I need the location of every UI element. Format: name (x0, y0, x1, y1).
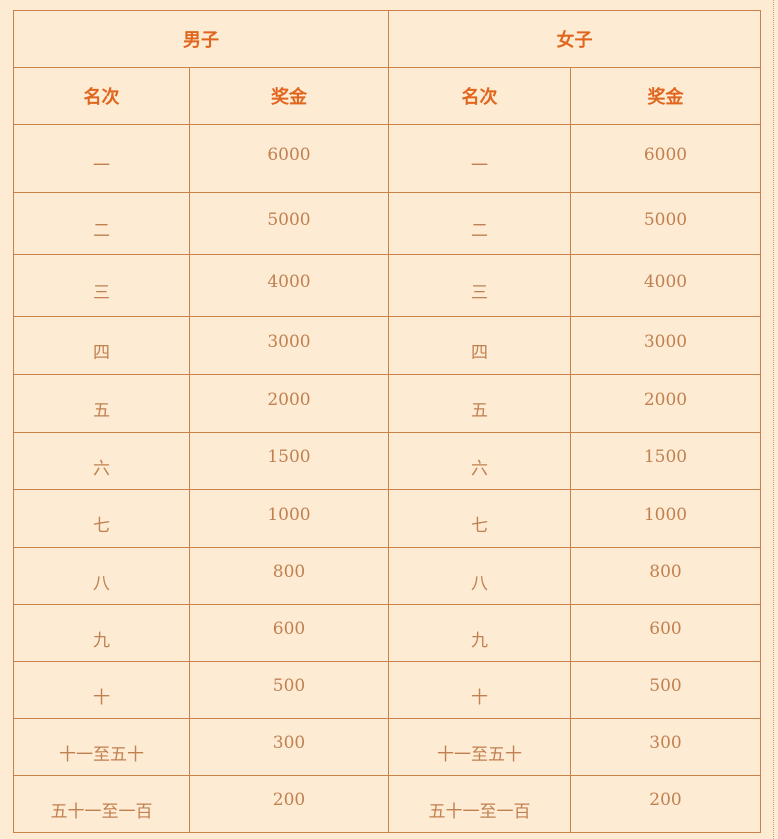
men-rank-cell: 五十一至一百 (13, 775, 190, 833)
men-rank-cell: 三 (13, 254, 190, 317)
men-prize-cell: 3000 (189, 316, 389, 375)
men-rank-cell: 四 (13, 316, 190, 375)
table-row: 五 2000 五 2000 (13, 374, 761, 433)
table-row: 五十一至一百 200 五十一至一百 200 (13, 775, 761, 833)
men-rank-cell: 十一至五十 (13, 718, 190, 776)
table-row: 一 6000 一 6000 (13, 124, 761, 193)
men-rank-cell: 五 (13, 374, 190, 433)
women-prize-cell: 1000 (570, 489, 761, 548)
men-rank-cell: 七 (13, 489, 190, 548)
women-prize-cell: 5000 (570, 192, 761, 255)
women-rank-cell: 十 (388, 661, 571, 719)
men-rank-cell: 一 (13, 124, 190, 193)
women-prize-cell: 600 (570, 604, 761, 662)
men-prize-cell: 5000 (189, 192, 389, 255)
prize-table: 男子 女子 名次 奖金 名次 奖金 一 6000 一 6000 二 5000 二 5000 三 4… (13, 10, 761, 833)
men-rank-cell: 六 (13, 432, 190, 490)
group-header-row: 男子 女子 (13, 10, 761, 68)
men-rank-cell: 十 (13, 661, 190, 719)
women-prize-cell: 6000 (570, 124, 761, 193)
men-rank-cell: 九 (13, 604, 190, 662)
women-prize-cell: 2000 (570, 374, 761, 433)
table-row: 九 600 九 600 (13, 604, 761, 662)
table-row: 二 5000 二 5000 (13, 192, 761, 255)
women-prize-cell: 200 (570, 775, 761, 833)
women-rank-cell: 七 (388, 489, 571, 548)
men-prize-cell: 1000 (189, 489, 389, 548)
women-rank-cell: 十一至五十 (388, 718, 571, 776)
men-prize-cell: 1500 (189, 432, 389, 490)
women-rank-cell: 六 (388, 432, 571, 490)
table-row: 四 3000 四 3000 (13, 316, 761, 375)
men-prize-cell: 200 (189, 775, 389, 833)
table-row: 十 500 十 500 (13, 661, 761, 719)
table-row: 十一至五十 300 十一至五十 300 (13, 718, 761, 776)
table-row: 三 4000 三 4000 (13, 254, 761, 317)
women-rank-cell: 九 (388, 604, 571, 662)
table-row: 七 1000 七 1000 (13, 489, 761, 548)
men-prize-cell: 4000 (189, 254, 389, 317)
women-rank-cell: 三 (388, 254, 571, 317)
men-prize-cell: 2000 (189, 374, 389, 433)
table-row: 八 800 八 800 (13, 547, 761, 605)
men-rank-cell: 二 (13, 192, 190, 255)
women-rank-cell: 二 (388, 192, 571, 255)
women-rank-cell: 八 (388, 547, 571, 605)
men-header: 男子 (13, 10, 389, 68)
men-prize-cell: 600 (189, 604, 389, 662)
women-prize-cell: 4000 (570, 254, 761, 317)
women-prize-header: 奖金 (570, 67, 761, 125)
men-prize-cell: 6000 (189, 124, 389, 193)
table-row: 六 1500 六 1500 (13, 432, 761, 490)
women-rank-cell: 五 (388, 374, 571, 433)
column-header-row: 名次 奖金 名次 奖金 (13, 67, 761, 125)
men-prize-cell: 500 (189, 661, 389, 719)
women-header: 女子 (388, 10, 761, 68)
women-rank-header: 名次 (388, 67, 571, 125)
page-border (773, 0, 774, 839)
women-prize-cell: 1500 (570, 432, 761, 490)
women-rank-cell: 五十一至一百 (388, 775, 571, 833)
women-prize-cell: 800 (570, 547, 761, 605)
women-rank-cell: 一 (388, 124, 571, 193)
men-rank-header: 名次 (13, 67, 190, 125)
men-prize-header: 奖金 (189, 67, 389, 125)
women-prize-cell: 3000 (570, 316, 761, 375)
men-prize-cell: 800 (189, 547, 389, 605)
women-prize-cell: 500 (570, 661, 761, 719)
men-prize-cell: 300 (189, 718, 389, 776)
men-rank-cell: 八 (13, 547, 190, 605)
women-prize-cell: 300 (570, 718, 761, 776)
women-rank-cell: 四 (388, 316, 571, 375)
